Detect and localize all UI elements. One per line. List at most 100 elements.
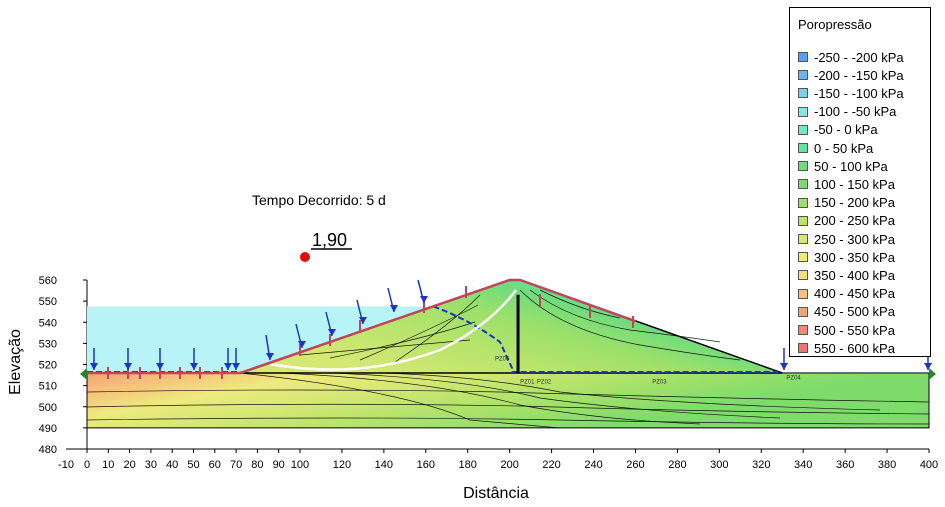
flux-arrowhead bbox=[359, 317, 367, 324]
legend-label: 50 - 100 kPa bbox=[814, 158, 888, 174]
legend-entry: 150 - 200 kPa bbox=[798, 194, 895, 212]
reservoir bbox=[87, 306, 434, 373]
y-tick-label: 510 bbox=[39, 381, 57, 393]
x-tick-label: 360 bbox=[836, 459, 854, 471]
contour-line bbox=[359, 304, 479, 361]
legend-label: 0 - 50 kPa bbox=[814, 140, 874, 156]
right-boundary-marker bbox=[929, 368, 936, 380]
left-boundary-marker bbox=[80, 368, 87, 380]
slip-surface bbox=[269, 289, 518, 371]
foundation-layer bbox=[86, 372, 930, 429]
legend-swatch bbox=[798, 52, 808, 62]
legend-label: 350 - 400 kPa bbox=[814, 267, 895, 283]
x-tick-label: -10 bbox=[58, 459, 74, 471]
legend-label: 100 - 150 kPa bbox=[814, 176, 895, 192]
legend: Poropressão -250 - -200 kPa -200 - -150 k… bbox=[789, 7, 931, 357]
legend-swatch bbox=[798, 234, 808, 244]
x-tick-label: 60 bbox=[209, 459, 221, 471]
x-tick-label: 220 bbox=[542, 459, 560, 471]
contour-line bbox=[379, 372, 881, 411]
legend-swatch bbox=[798, 179, 808, 190]
legend-label: 400 - 450 kPa bbox=[814, 286, 895, 302]
contour-line bbox=[86, 403, 930, 415]
flux-arrowhead bbox=[390, 305, 398, 312]
legend-entry: 250 - 300 kPa bbox=[798, 230, 895, 248]
x-tick-label: 380 bbox=[878, 459, 896, 471]
legend-label: -150 - -100 kPa bbox=[814, 85, 904, 101]
legend-entry: 450 - 500 kPa bbox=[798, 303, 895, 321]
flux-arrowhead bbox=[266, 353, 274, 360]
x-axis-title: Distância bbox=[463, 485, 529, 502]
x-tick-label: 30 bbox=[145, 459, 157, 471]
legend-swatch bbox=[798, 106, 808, 117]
legend-swatch bbox=[798, 306, 808, 317]
legend-label: 500 - 550 kPa bbox=[814, 322, 895, 338]
x-tick-label: 180 bbox=[459, 459, 477, 471]
flux-arrowhead bbox=[156, 363, 164, 370]
legend-swatch bbox=[798, 70, 808, 81]
plot-area: PZ05 PZ01 PZ02 PZ03 PZ04 bbox=[80, 278, 936, 429]
legend-entry: 50 - 100 kPa bbox=[798, 157, 888, 175]
y-axis-ticks: 480 490 500 510 520 530 540 550 560 bbox=[39, 275, 87, 456]
x-tick-label: 40 bbox=[166, 459, 178, 471]
contour-line bbox=[529, 289, 721, 343]
legend-swatch bbox=[798, 325, 808, 335]
contour-line bbox=[299, 339, 471, 356]
flux-arrowhead bbox=[124, 363, 132, 370]
y-tick-label: 480 bbox=[39, 444, 57, 456]
x-tick-label: 90 bbox=[273, 459, 285, 471]
x-tick-label: 100 bbox=[291, 459, 309, 471]
legend-entry: 300 - 350 kPa bbox=[798, 248, 895, 266]
flux-arrowhead bbox=[328, 329, 336, 336]
x-tick-label: 300 bbox=[710, 459, 728, 471]
legend-entry: 550 - 600 kPa bbox=[798, 339, 895, 357]
legend-label: -250 - -200 kPa bbox=[814, 49, 904, 65]
legend-entry: 200 - 250 kPa bbox=[798, 212, 895, 230]
contour-line bbox=[86, 417, 930, 425]
x-tick-label: 80 bbox=[251, 459, 263, 471]
legend-entry: -100 - -50 kPa bbox=[798, 103, 896, 121]
legend-swatch bbox=[798, 124, 808, 135]
x-tick-label: 400 bbox=[920, 459, 938, 471]
x-tick-label: 320 bbox=[752, 459, 770, 471]
legend-label: 450 - 500 kPa bbox=[814, 304, 895, 320]
legend-label: -50 - 0 kPa bbox=[814, 122, 878, 138]
x-tick-label: 20 bbox=[123, 459, 135, 471]
contour-line bbox=[329, 321, 476, 359]
surface-boundary-line bbox=[87, 278, 636, 375]
legend-label: -100 - -50 kPa bbox=[814, 104, 897, 120]
x-tick-label: 260 bbox=[626, 459, 644, 471]
legend-swatch bbox=[798, 252, 808, 263]
flux-arrowhead bbox=[190, 363, 198, 370]
elapsed-time-annotation: Tempo Decorrido: 5 d bbox=[252, 192, 386, 208]
legend-entry: 500 - 550 kPa bbox=[798, 321, 895, 339]
x-tick-label: 50 bbox=[187, 459, 199, 471]
legend-label: 300 - 350 kPa bbox=[814, 249, 895, 265]
legend-entry: 0 - 50 kPa bbox=[798, 139, 873, 157]
factor-of-safety-label: 1,90 bbox=[312, 230, 347, 250]
y-tick-label: 540 bbox=[39, 317, 57, 329]
legend-entry: 400 - 450 kPa bbox=[798, 285, 895, 303]
x-tick-label: 70 bbox=[230, 459, 242, 471]
x-tick-label: 240 bbox=[584, 459, 602, 471]
legend-swatch bbox=[798, 197, 808, 208]
contour-line bbox=[239, 372, 561, 429]
legend-label: 200 - 250 kPa bbox=[814, 213, 895, 229]
x-tick-label: 10 bbox=[102, 459, 114, 471]
piezometer-label: PZ02 bbox=[537, 380, 552, 386]
legend-label: -200 - -150 kPa bbox=[814, 67, 904, 83]
phreatic-line bbox=[433, 305, 780, 373]
contour-line bbox=[519, 289, 741, 361]
contour-line bbox=[539, 289, 621, 319]
x-axis-ticks: -10 0 10 20 30 40 50 60 70 80 90 100 120 140 160 180 200… bbox=[58, 449, 938, 471]
legend-swatch bbox=[798, 270, 808, 281]
y-tick-label: 550 bbox=[39, 296, 57, 308]
piezometer-label: PZ04 bbox=[786, 375, 801, 381]
legend-swatch bbox=[798, 288, 808, 299]
flux-arrowhead bbox=[298, 341, 306, 348]
legend-label: 550 - 600 kPa bbox=[814, 340, 895, 356]
x-tick-label: 200 bbox=[500, 459, 518, 471]
contour-line bbox=[279, 372, 701, 425]
flux-arrowhead bbox=[232, 363, 240, 370]
